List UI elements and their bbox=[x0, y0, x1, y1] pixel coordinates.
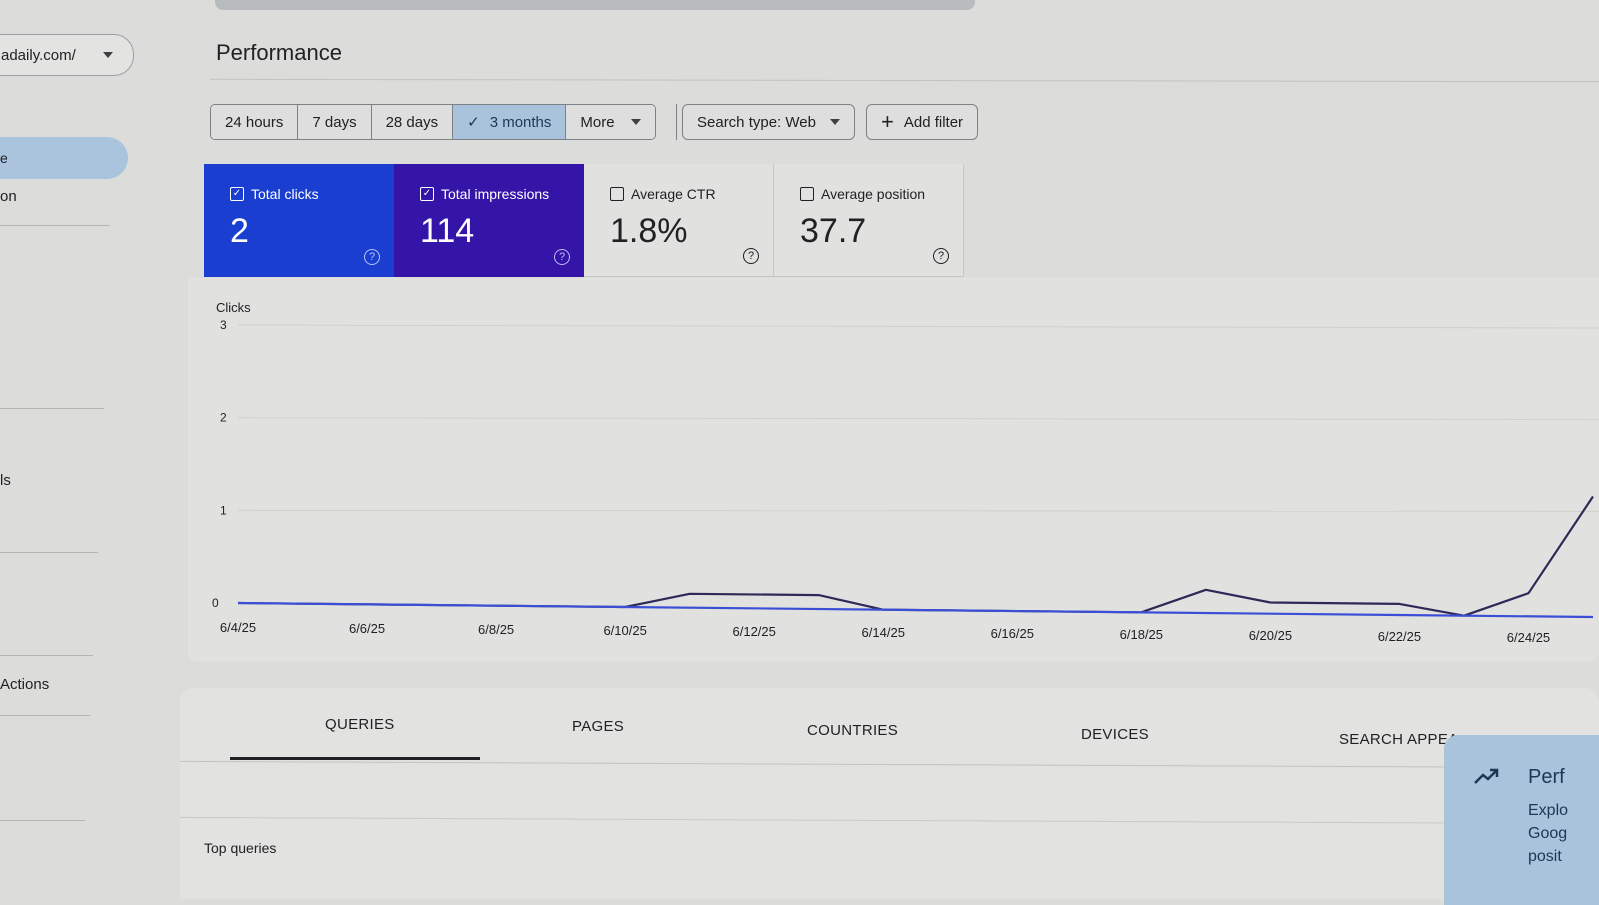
x-tick-label: 6/24/25 bbox=[1507, 630, 1550, 645]
trending-up-icon bbox=[1474, 768, 1499, 784]
metric-label: Total clicks bbox=[251, 186, 319, 202]
title-divider bbox=[210, 78, 1599, 83]
x-tick-label: 6/8/25 bbox=[478, 622, 514, 637]
tab-devices[interactable]: DEVICES bbox=[1081, 726, 1149, 743]
active-tab-indicator bbox=[230, 757, 480, 760]
x-tick-label: 6/6/25 bbox=[349, 621, 385, 636]
sidebar-divider bbox=[0, 820, 85, 821]
tab-search-appearance[interactable]: SEARCH APPEA bbox=[1339, 731, 1459, 748]
sidebar: adaily.com/ e on ls Actions bbox=[0, 0, 140, 899]
metric-total-impressions[interactable]: ✓ Total impressions 114 ? bbox=[394, 164, 584, 277]
x-tick-label: 6/4/25 bbox=[220, 620, 256, 635]
range-7-days[interactable]: 7 days bbox=[298, 105, 372, 139]
impressions-baseline-line bbox=[237, 601, 1594, 619]
x-tick-label: 6/18/25 bbox=[1120, 627, 1163, 642]
y-tick-label: 1 bbox=[220, 503, 227, 517]
sidebar-divider bbox=[0, 715, 90, 716]
range-label: More bbox=[580, 113, 615, 131]
search-type-label: Search type: Web bbox=[697, 113, 816, 131]
plus-icon: + bbox=[881, 109, 894, 134]
promo-text-line: Explo bbox=[1528, 802, 1569, 819]
promo-panel[interactable]: Perf Explo Goog posit bbox=[1444, 735, 1599, 905]
chevron-down-icon bbox=[829, 119, 840, 125]
sidebar-divider bbox=[0, 408, 104, 409]
range-3-months[interactable]: ✓ 3 months bbox=[453, 105, 567, 139]
filter-separator bbox=[676, 104, 677, 140]
sidebar-divider bbox=[0, 655, 93, 656]
range-label: 3 months bbox=[489, 113, 552, 131]
clicks-series-line bbox=[237, 495, 1594, 617]
metric-label: Total impressions bbox=[441, 186, 550, 202]
add-filter-label: Add filter bbox=[903, 113, 964, 131]
range-more[interactable]: More bbox=[566, 105, 655, 139]
property-name: adaily.com/ bbox=[1, 46, 76, 64]
help-icon[interactable]: ? bbox=[364, 249, 380, 265]
x-tick-label: 6/10/25 bbox=[603, 623, 646, 638]
metric-average-position[interactable]: Average position 37.7 ? bbox=[774, 164, 964, 277]
metric-label: Average position bbox=[821, 186, 926, 202]
sidebar-item-label[interactable]: on bbox=[0, 188, 17, 205]
promo-title: Perf bbox=[1528, 766, 1565, 788]
tab-pages[interactable]: PAGES bbox=[572, 718, 625, 735]
sidebar-divider bbox=[0, 552, 98, 553]
y-tick-label: 0 bbox=[212, 596, 219, 610]
tab-queries[interactable]: QUERIES bbox=[325, 716, 395, 733]
x-tick-label: 6/12/25 bbox=[733, 624, 776, 639]
checkbox-unchecked-icon[interactable] bbox=[610, 187, 624, 201]
metric-value: 2 bbox=[230, 212, 249, 250]
report-table-card bbox=[180, 688, 1599, 899]
chevron-down-icon bbox=[103, 52, 113, 58]
sidebar-item-label: e bbox=[0, 150, 8, 166]
sidebar-item-label[interactable]: ls bbox=[0, 472, 11, 489]
range-24-hours[interactable]: 24 hours bbox=[211, 105, 299, 139]
metric-value: 37.7 bbox=[800, 212, 867, 250]
add-filter-button[interactable]: + Add filter bbox=[866, 104, 979, 140]
y-tick-label: 3 bbox=[220, 318, 227, 332]
range-label: 7 days bbox=[312, 113, 357, 131]
x-tick-label: 6/16/25 bbox=[991, 626, 1034, 641]
y-axis-label: Clicks bbox=[216, 300, 251, 315]
date-range-group: 24 hours 7 days 28 days ✓ 3 months More bbox=[210, 104, 656, 140]
property-selector[interactable]: adaily.com/ bbox=[0, 34, 134, 76]
checkbox-checked-icon[interactable]: ✓ bbox=[420, 187, 434, 201]
range-label: 24 hours bbox=[225, 113, 284, 131]
help-icon[interactable]: ? bbox=[933, 248, 949, 264]
search-type-button[interactable]: Search type: Web bbox=[682, 104, 855, 140]
x-tick-label: 6/22/25 bbox=[1378, 629, 1421, 644]
help-icon[interactable]: ? bbox=[743, 248, 759, 264]
sidebar-item-active[interactable]: e bbox=[0, 137, 128, 179]
sidebar-divider bbox=[0, 225, 110, 226]
check-icon: ✓ bbox=[467, 114, 480, 131]
sidebar-item-actions[interactable]: Actions bbox=[0, 676, 50, 693]
checkbox-unchecked-icon[interactable] bbox=[800, 187, 814, 201]
metric-total-clicks[interactable]: ✓ Total clicks 2 ? bbox=[204, 164, 394, 277]
metric-value: 114 bbox=[420, 212, 475, 250]
gridline bbox=[237, 324, 1599, 329]
metric-value: 1.8% bbox=[610, 212, 688, 250]
page-title: Performance bbox=[216, 40, 342, 65]
range-28-days[interactable]: 28 days bbox=[371, 105, 454, 139]
checkbox-checked-icon[interactable]: ✓ bbox=[230, 187, 244, 201]
x-tick-label: 6/20/25 bbox=[1249, 628, 1292, 643]
help-icon[interactable]: ? bbox=[554, 249, 570, 265]
x-tick-label: 6/14/25 bbox=[862, 625, 905, 640]
top-bar-strip bbox=[215, 0, 975, 10]
y-tick-label: 2 bbox=[220, 411, 227, 425]
tab-countries[interactable]: COUNTRIES bbox=[807, 722, 899, 739]
metric-label: Average CTR bbox=[631, 186, 716, 202]
promo-text-line: posit bbox=[1528, 848, 1562, 865]
metric-average-ctr[interactable]: Average CTR 1.8% ? bbox=[584, 164, 774, 277]
performance-chart-card: Clicks 3 2 1 0 6/4/25 6/6/25 6/8/25 6/10/25 6/12/… bbox=[188, 278, 1599, 662]
range-label: 28 days bbox=[385, 113, 439, 131]
promo-text-line: Goog bbox=[1528, 825, 1568, 842]
gridline bbox=[237, 417, 1599, 421]
chevron-down-icon bbox=[630, 119, 641, 125]
section-title: Top queries bbox=[204, 840, 277, 856]
performance-chart[interactable]: Clicks 3 2 1 06/4/25 6/6/25 6/8/25 6/10/25 6/12/… bbox=[188, 278, 1599, 662]
gridline bbox=[237, 509, 1599, 512]
